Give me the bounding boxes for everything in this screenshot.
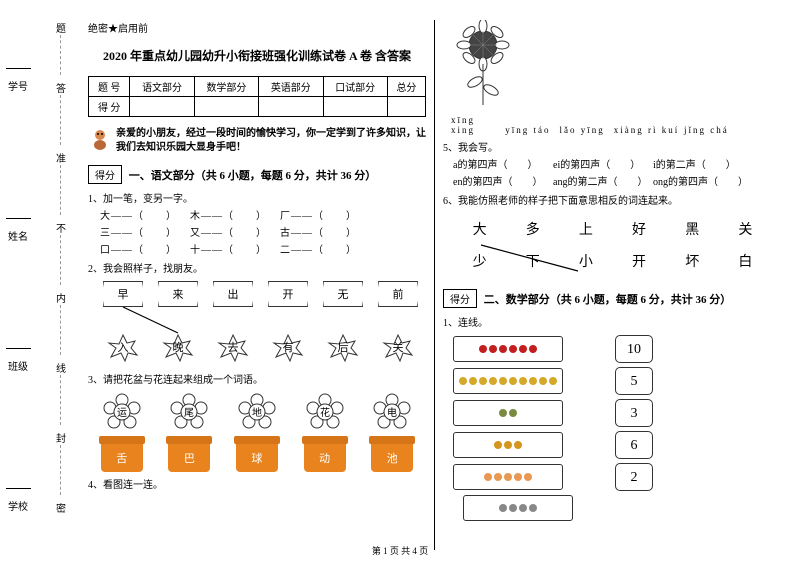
score-box-2: 得分 [443, 289, 477, 308]
intro-block: 亲爱的小朋友，经过一段时间的愉快学习，你一定学到了许多知识，让我们去知识乐园大显… [88, 127, 426, 155]
confidential-tag: 绝密★启用前 [88, 20, 426, 35]
left-column: 绝密★启用前 2020 年重点幼儿园幼升小衔接班强化训练试卷 A 卷 含答案 题… [80, 20, 435, 550]
margin-label-id: 学号 [8, 78, 28, 93]
flag-match-diagram: 早 来 出 开 无 前 入 晚 去 有 后 关 [88, 277, 426, 367]
antonym-diagram: 大 多 上 好 黑 关 少 下 小 开 坏 白 [443, 219, 782, 271]
question-6: 6、我能仿照老师的样子把下面意思相反的词连起来。 [443, 192, 782, 207]
page-footer: 第 1 页 共 4 页 [0, 544, 800, 557]
binding-margin: 学号 姓名 班级 学校 题 答 准 不 内 线 封 密 [0, 0, 75, 565]
math-question-1: 1、连线。 [443, 314, 782, 329]
flowers-row: 运 尾 地 花 电 [88, 392, 426, 432]
question-2: 2、我会照样子，找朋友。 [88, 260, 426, 275]
question-4: 4、看图连一连。 [88, 476, 426, 491]
svg-text:运: 运 [117, 407, 127, 419]
margin-label-school: 学校 [8, 498, 28, 513]
svg-text:地: 地 [252, 406, 262, 419]
section-2-title: 二、数学部分（共 6 小题，每题 6 分，共计 36 分） [484, 294, 732, 306]
sunflower-icon [453, 20, 513, 110]
section-1-title: 一、语文部分（共 6 小题，每题 6 分，共计 36 分） [129, 170, 377, 182]
margin-label-name: 姓名 [8, 228, 28, 243]
question-5: 5、我会写。 [443, 139, 782, 154]
question-3: 3、请把花盆与花连起来组成一个词语。 [88, 371, 426, 386]
right-column: xīng xing yīng táo lǎo yīng xiàng rì kuí… [435, 20, 790, 550]
mascot-icon [88, 127, 112, 151]
margin-label-class: 班级 [8, 358, 28, 373]
pinyin-row: xīng xing yīng táo lǎo yīng xiàng rì kuí… [443, 115, 782, 135]
question-1: 1、加一笔，变另一字。 [88, 190, 426, 205]
count-match-diagram: 10 5 3 6 2 [443, 335, 782, 521]
svg-text:尾: 尾 [184, 407, 194, 419]
pots-row: 舌 巴 球 动 池 [88, 436, 426, 472]
exam-title: 2020 年重点幼儿园幼升小衔接班强化训练试卷 A 卷 含答案 [88, 47, 426, 64]
score-box: 得分 [88, 165, 122, 184]
score-table: 题 号 语文部分 数学部分 英语部分 口试部分 总分 得 分 [88, 76, 426, 117]
svg-text:花: 花 [320, 406, 330, 419]
svg-text:电: 电 [387, 406, 397, 419]
